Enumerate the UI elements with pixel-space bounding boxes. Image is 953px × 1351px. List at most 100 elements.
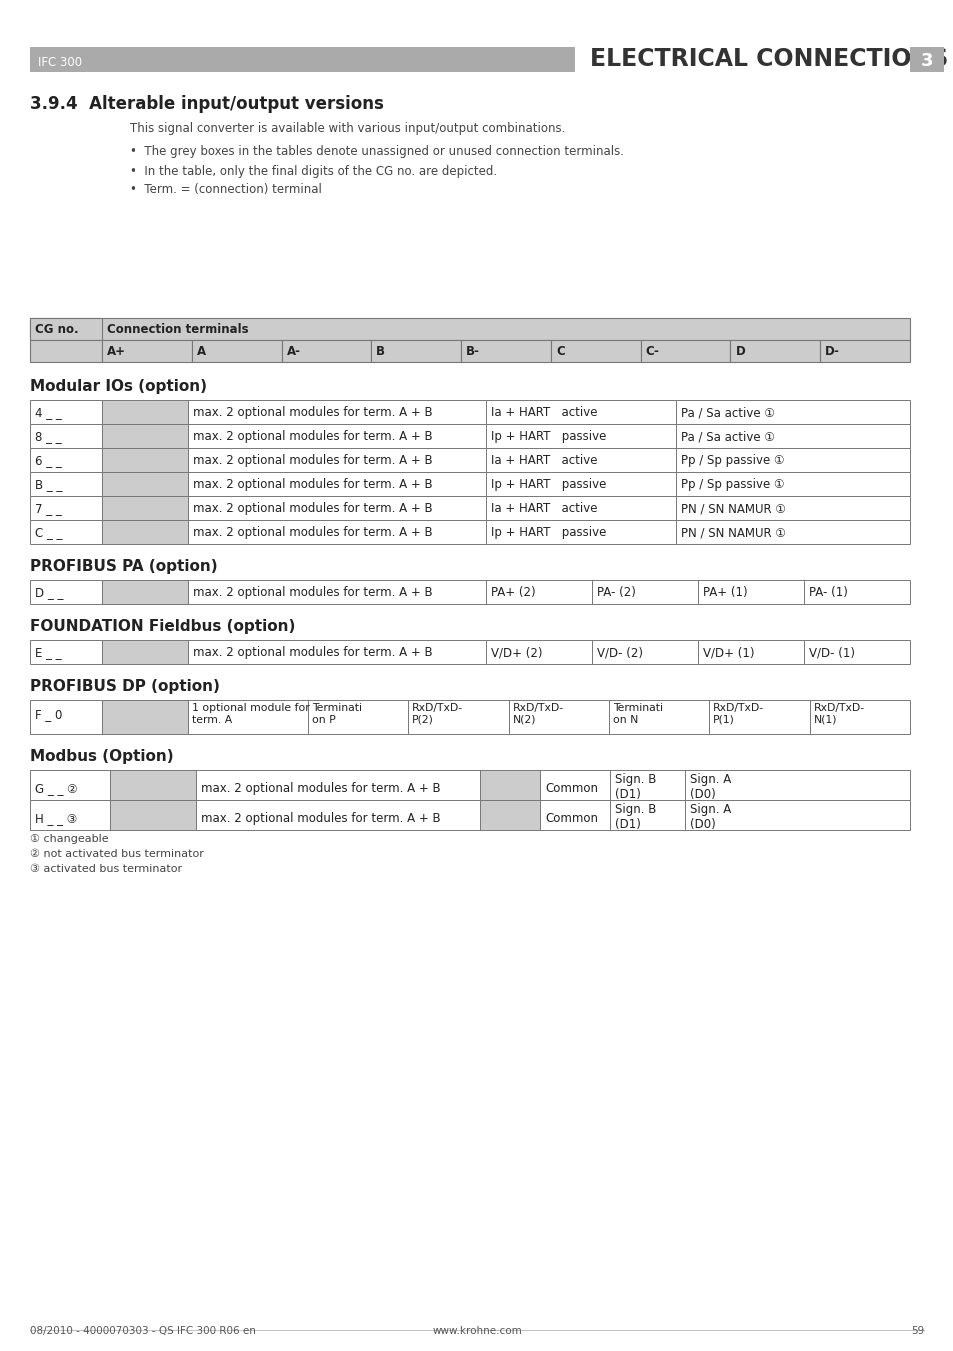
Text: www.krohne.com: www.krohne.com: [432, 1325, 521, 1336]
Text: Pa / Sa active ①: Pa / Sa active ①: [680, 430, 774, 443]
Text: Ip + HART   passive: Ip + HART passive: [491, 430, 606, 443]
Bar: [485, 471, 676, 496]
Text: •  In the table, only the final digits of the CG no. are depicted.: • In the table, only the final digits of…: [130, 165, 497, 178]
Bar: [460, 340, 550, 362]
Bar: [508, 700, 608, 734]
Text: Pa / Sa active ①: Pa / Sa active ①: [680, 407, 774, 419]
Text: ① changeable: ① changeable: [30, 834, 109, 844]
Bar: [188, 496, 485, 520]
Text: V/D+ (1): V/D+ (1): [702, 646, 754, 659]
Bar: [192, 340, 281, 362]
Bar: [709, 700, 809, 734]
Text: Sign. B
(D1): Sign. B (D1): [615, 773, 656, 801]
Text: 4 _ _: 4 _ _: [35, 407, 62, 419]
Text: D: D: [735, 345, 744, 358]
Text: •  The grey boxes in the tables denote unassigned or unused connection terminals: • The grey boxes in the tables denote un…: [130, 145, 623, 158]
Text: PROFIBUS DP (option): PROFIBUS DP (option): [30, 680, 219, 694]
Text: C _ _: C _ _: [35, 526, 63, 539]
Bar: [684, 800, 909, 830]
Bar: [30, 400, 102, 424]
Text: B _ _: B _ _: [35, 478, 62, 490]
Bar: [30, 770, 110, 800]
Text: 8 _ _: 8 _ _: [35, 430, 62, 443]
Text: RxD/TxD-
N(1): RxD/TxD- N(1): [813, 703, 863, 724]
Bar: [188, 580, 485, 604]
Bar: [730, 340, 820, 362]
Bar: [195, 770, 479, 800]
Text: B: B: [375, 345, 385, 358]
Text: V/D+ (2): V/D+ (2): [491, 646, 542, 659]
Text: max. 2 optional modules for term. A + B: max. 2 optional modules for term. A + B: [201, 812, 440, 825]
Bar: [640, 340, 730, 362]
Bar: [485, 580, 592, 604]
Bar: [30, 471, 102, 496]
Text: Ia + HART   active: Ia + HART active: [491, 454, 597, 467]
Text: PA+ (2): PA+ (2): [491, 586, 535, 598]
Text: max. 2 optional modules for term. A + B: max. 2 optional modules for term. A + B: [193, 586, 432, 598]
Text: D _ _: D _ _: [35, 586, 63, 598]
Bar: [308, 700, 408, 734]
Bar: [485, 400, 676, 424]
Text: RxD/TxD-
P(2): RxD/TxD- P(2): [412, 703, 463, 724]
Text: G _ _ ②: G _ _ ②: [35, 782, 77, 794]
Bar: [479, 770, 539, 800]
Bar: [676, 449, 909, 471]
Text: IFC 300: IFC 300: [38, 55, 82, 69]
Bar: [408, 700, 508, 734]
Bar: [102, 700, 188, 734]
Bar: [30, 520, 102, 544]
Bar: [592, 580, 698, 604]
Text: Modular IOs (option): Modular IOs (option): [30, 380, 207, 394]
Text: max. 2 optional modules for term. A + B: max. 2 optional modules for term. A + B: [193, 503, 432, 515]
Text: Connection terminals: Connection terminals: [107, 323, 249, 336]
Bar: [30, 800, 110, 830]
Bar: [803, 580, 909, 604]
Bar: [676, 496, 909, 520]
Text: CG no.: CG no.: [35, 323, 78, 336]
Text: 59: 59: [910, 1325, 923, 1336]
Text: max. 2 optional modules for term. A + B: max. 2 optional modules for term. A + B: [193, 526, 432, 539]
Text: D-: D-: [824, 345, 840, 358]
Bar: [102, 640, 188, 663]
Text: Common: Common: [544, 782, 598, 794]
Bar: [676, 520, 909, 544]
Text: Ip + HART   passive: Ip + HART passive: [491, 526, 606, 539]
Text: max. 2 optional modules for term. A + B: max. 2 optional modules for term. A + B: [193, 646, 432, 659]
Text: V/D- (2): V/D- (2): [597, 646, 642, 659]
Bar: [539, 800, 609, 830]
Text: PN / SN NAMUR ①: PN / SN NAMUR ①: [680, 503, 785, 515]
Text: RxD/TxD-
N(2): RxD/TxD- N(2): [512, 703, 563, 724]
Bar: [684, 770, 909, 800]
Bar: [30, 47, 575, 72]
Text: This signal converter is available with various input/output combinations.: This signal converter is available with …: [130, 122, 565, 135]
Bar: [609, 770, 684, 800]
Text: Modbus (Option): Modbus (Option): [30, 748, 173, 765]
Bar: [188, 400, 485, 424]
Text: Sign. A
(D0): Sign. A (D0): [689, 802, 731, 831]
Text: 7 _ _: 7 _ _: [35, 503, 62, 515]
Text: 3.9.4  Alterable input/output versions: 3.9.4 Alterable input/output versions: [30, 95, 383, 113]
Text: Sign. B
(D1): Sign. B (D1): [615, 802, 656, 831]
Bar: [592, 640, 698, 663]
Text: Ia + HART   active: Ia + HART active: [491, 503, 597, 515]
Bar: [479, 800, 539, 830]
Text: 1 optional module for
term. A: 1 optional module for term. A: [192, 703, 310, 724]
Bar: [485, 520, 676, 544]
Bar: [102, 340, 192, 362]
Text: F _ 0: F _ 0: [35, 708, 62, 721]
Bar: [188, 700, 308, 734]
Bar: [485, 496, 676, 520]
Bar: [110, 800, 195, 830]
Text: A-: A-: [286, 345, 300, 358]
Text: Ip + HART   passive: Ip + HART passive: [491, 478, 606, 490]
Text: max. 2 optional modules for term. A + B: max. 2 optional modules for term. A + B: [193, 430, 432, 443]
Bar: [188, 640, 485, 663]
Text: 08/2010 - 4000070303 - QS IFC 300 R06 en: 08/2010 - 4000070303 - QS IFC 300 R06 en: [30, 1325, 255, 1336]
Text: PA- (1): PA- (1): [808, 586, 847, 598]
Text: A: A: [196, 345, 206, 358]
Bar: [550, 340, 640, 362]
Bar: [609, 800, 684, 830]
Bar: [698, 580, 803, 604]
Bar: [102, 424, 188, 449]
Bar: [102, 471, 188, 496]
